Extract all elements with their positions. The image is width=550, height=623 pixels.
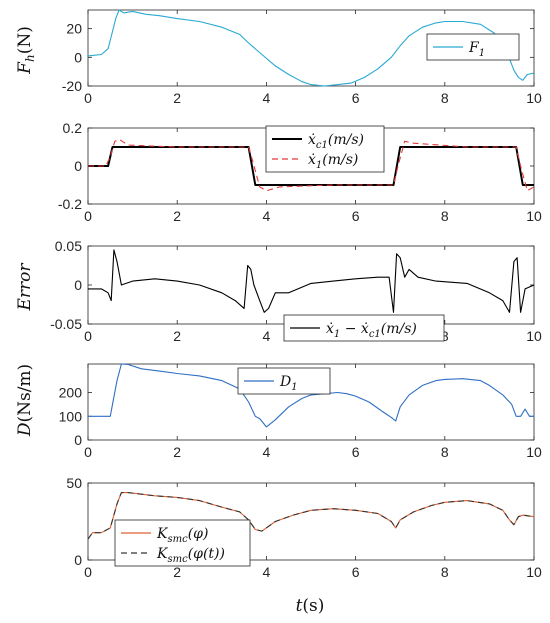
x-tick-label: 8: [441, 208, 449, 224]
x-tick-label: 0: [84, 444, 92, 460]
x-tick-label: 8: [441, 90, 449, 106]
legend-box: [114, 519, 251, 567]
legend: D1: [237, 367, 331, 395]
legend-label: ẋ1 − ẋc1(m/s): [326, 321, 417, 340]
y-tick-label: 0: [74, 49, 82, 65]
panel-1-ylabel: Fh(N): [15, 26, 37, 75]
y-tick-label: 200: [59, 385, 83, 401]
y-tick-label: -0.2: [58, 196, 82, 212]
legend-label: F1: [468, 40, 485, 59]
legend-box: [265, 125, 385, 173]
x-tick-label: 6: [352, 208, 360, 224]
x-tick-label: 4: [263, 328, 271, 344]
x-tick-label: 8: [441, 564, 449, 580]
x-tick-label: 2: [173, 328, 181, 344]
y-tick-label: 100: [59, 408, 83, 424]
legend-label: ẋ1(m/s): [308, 152, 358, 171]
x-tick-label: 2: [173, 444, 181, 460]
x-tick-label: 6: [352, 444, 360, 460]
x-tick-label: 6: [352, 90, 360, 106]
y-tick-label: 20: [66, 21, 82, 37]
series-line-1: [88, 146, 534, 186]
x-axis-label: t(s): [296, 596, 325, 616]
x-tick-label: 4: [263, 208, 271, 224]
x-tick-label: 4: [263, 90, 271, 106]
y-tick-label: 0.2: [63, 120, 83, 136]
legend-label: Ksmc(φ): [156, 526, 208, 545]
y-tick-label: -20: [62, 78, 82, 94]
y-tick-label: 0: [74, 432, 82, 448]
svg-text:Fh(N): Fh(N): [15, 26, 37, 75]
y-tick-label: 0.05: [55, 238, 82, 254]
y-tick-label: 0: [74, 277, 82, 293]
x-tick-label: 10: [526, 564, 542, 580]
series-line-1: [88, 363, 534, 428]
x-tick-label: 10: [526, 444, 542, 460]
x-tick-label: 10: [526, 90, 542, 106]
legend: ẋ1 − ẋc1(m/s): [283, 314, 445, 342]
y-tick-label: -0.05: [50, 316, 82, 332]
legend: F1: [426, 33, 520, 61]
legend: Ksmc(φ)Ksmc(φ(t)): [114, 519, 251, 567]
x-tick-label: 2: [173, 208, 181, 224]
x-tick-label: 4: [263, 564, 271, 580]
x-tick-label: 0: [84, 90, 92, 106]
svg-text:D(Ns/m): D(Ns/m): [15, 364, 35, 437]
x-tick-label: 0: [84, 208, 92, 224]
x-tick-label: 0: [84, 328, 92, 344]
plot-frame: [87, 245, 535, 325]
legend-label: ẋc1(m/s): [308, 132, 364, 151]
x-tick-label: 10: [526, 208, 542, 224]
x-tick-label: 10: [526, 328, 542, 344]
legend-label: Ksmc(φ(t)): [156, 546, 225, 565]
panel-5: 0 2 4 6 8 10 0 50 Ksmc(φ)Ksmc(φ(t)): [66, 475, 542, 580]
x-tick-label: 0: [84, 564, 92, 580]
panel-4-ylabel: D(Ns/m): [15, 364, 35, 437]
series-line-2: [87, 492, 535, 540]
svg-text:Error: Error: [15, 263, 35, 312]
legend-label: D1: [279, 374, 298, 393]
y-tick-label: 0: [74, 552, 82, 568]
y-tick-label: 0: [74, 158, 82, 174]
x-tick-label: 6: [352, 564, 360, 580]
x-tick-label: 8: [441, 328, 449, 344]
x-tick-label: 8: [441, 444, 449, 460]
series-line-1: [88, 249, 535, 313]
legend: ẋc1(m/s)ẋ1(m/s): [265, 125, 385, 173]
x-tick-label: 4: [263, 444, 271, 460]
x-tick-label: 2: [173, 564, 181, 580]
y-tick-label: 50: [66, 475, 82, 491]
x-tick-label: 2: [173, 90, 181, 106]
panel-3-ylabel: Error: [15, 263, 35, 312]
